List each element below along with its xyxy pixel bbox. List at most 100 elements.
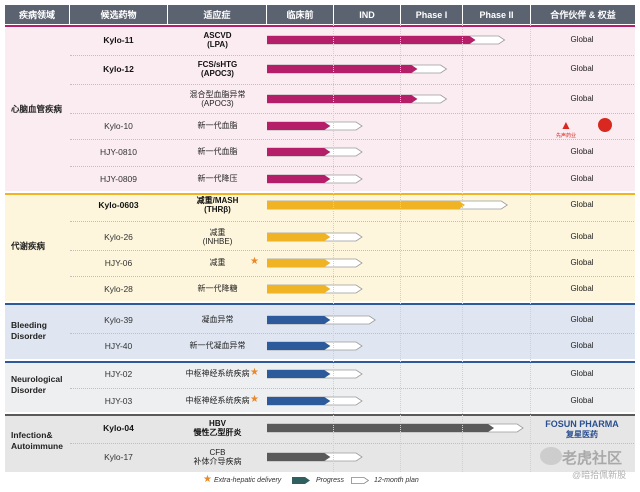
progress-arrow: [267, 259, 331, 267]
progress-bar: [267, 147, 363, 157]
china-flag-icon: [598, 118, 612, 132]
indication: 中枢神经系统疾病: [170, 396, 265, 406]
group-label: Neurological Disorder: [11, 374, 63, 395]
progress-bar: [267, 396, 363, 406]
group-label: Bleeding Disorder: [11, 320, 47, 341]
partner: Global: [570, 369, 594, 378]
progress-arrow: [267, 342, 331, 350]
candidate-name: Kylo-28: [104, 284, 133, 294]
legend-plan-label: 12-month plan: [374, 477, 419, 484]
progress-arrow: [267, 148, 331, 156]
extra-hepatic-star-icon: ★: [250, 256, 259, 267]
candidate-name: Kylo-17: [104, 452, 133, 462]
indication-line: 补体介导疾病: [193, 457, 242, 466]
candidate-name: Kylo-0603: [98, 200, 139, 210]
candidate-name: HJY-03: [104, 396, 133, 406]
progress-arrow: [267, 316, 331, 324]
indication: 中枢神经系统疾病: [170, 369, 265, 379]
indication: FCS/sHTG (APOC3): [170, 60, 265, 79]
partner: Global: [570, 147, 594, 156]
watermark-line1: 老虎社区: [562, 450, 623, 467]
indication-line: (APOC3): [201, 69, 234, 78]
progress-bar: [267, 452, 363, 462]
partner: Global: [570, 200, 594, 209]
row-separator: [70, 443, 634, 444]
progress-arrow: [267, 65, 418, 73]
indication: 减重/MASH (THRβ): [170, 196, 265, 215]
progress-arrow: [267, 36, 476, 44]
progress-bar: [267, 423, 524, 433]
phase-divider: [530, 24, 531, 472]
progress-arrow: [267, 95, 418, 103]
indication-line: FCS/sHTG: [197, 59, 238, 69]
progress-arrow: [267, 233, 331, 241]
legend-progress-label: Progress: [316, 477, 345, 484]
indication-line: 减重: [209, 258, 226, 268]
progress-arrow: [267, 424, 495, 432]
progress-arrow: [267, 370, 331, 378]
progress-bar: [267, 35, 506, 45]
indication-line: 混合型血脂异常: [189, 89, 246, 99]
candidate-name: Kylo-12: [103, 64, 134, 74]
indication-line: 新一代降压: [197, 174, 238, 184]
indication: ASCVD (LPA): [170, 31, 265, 50]
indication-line: 中枢神经系统疾病: [185, 396, 250, 406]
indication: 混合型血脂异常 (APOC3): [170, 90, 265, 109]
candidate-name: Kylo-04: [103, 423, 134, 433]
legend-star-label: Extra-hepatic delivery: [214, 477, 282, 484]
header-phase2: Phase II: [463, 5, 530, 24]
progress-arrow: [267, 397, 331, 405]
candidate-name: Kylo-39: [104, 315, 133, 325]
partner: ▲ 先声药业: [531, 118, 612, 139]
partner-logo-text: FOSUN PHARMA: [545, 419, 619, 429]
indication-line: 中枢神经系统疾病: [185, 369, 250, 379]
candidate-name: HJY-0810: [99, 147, 138, 157]
candidate-name: Kylo-11: [103, 35, 134, 45]
indication: 新一代血脂: [170, 147, 265, 157]
row-separator: [70, 221, 634, 222]
indication: 减重: [170, 258, 265, 268]
candidate-name: HJY-06: [104, 258, 133, 268]
candidate-name: HJY-02: [104, 369, 133, 379]
extra-hepatic-star-icon: ★: [250, 394, 259, 405]
progress-bar: [267, 258, 363, 268]
progress-bar: [267, 315, 376, 325]
partner: Global: [570, 64, 594, 73]
indication-line: (APOC3): [201, 99, 234, 108]
progress-arrow: [267, 285, 331, 293]
legend-star-icon: ★: [203, 474, 212, 485]
partner: Global: [570, 284, 594, 293]
progress-arrow: [267, 175, 331, 183]
indication: 新一代血脂: [170, 121, 265, 131]
progress-bar: [267, 284, 363, 294]
row-separator: [70, 166, 634, 167]
row-separator: [70, 250, 634, 251]
indication-line: 慢性乙型肝炎: [193, 428, 242, 437]
row-separator: [70, 333, 634, 334]
candidate-name: Kylo-26: [104, 232, 133, 242]
watermark-line2: @暗拾佩新股: [572, 470, 627, 480]
progress-bar: [267, 369, 363, 379]
header-ind: IND: [334, 5, 400, 24]
partner: Global: [570, 174, 594, 183]
progress-bar: [267, 200, 508, 210]
progress-bar: [267, 341, 363, 351]
phase-divider: [333, 24, 334, 472]
indication: CFB 补体介导疾病: [170, 448, 265, 467]
indication-line: (LPA): [207, 40, 228, 49]
indication-line: 新一代降糖: [197, 284, 238, 294]
indication: 新一代降糖: [170, 284, 265, 294]
partner: Global: [570, 341, 594, 350]
legend-progress-icon: [292, 477, 310, 484]
partner-logo-icon: ▲: [560, 118, 572, 132]
partner-logo-subtext: 复星医药: [566, 430, 598, 439]
partner: Global: [570, 35, 594, 44]
progress-bar: [267, 94, 448, 104]
header-partner: 合作伙伴 & 权益: [531, 5, 635, 24]
progress-bar: [267, 232, 363, 242]
header-indication: 适应症: [168, 5, 266, 24]
indication-line: 新一代凝血异常: [189, 341, 246, 351]
partner: Global: [570, 396, 594, 405]
partner: Global: [570, 258, 594, 267]
candidate-name: HJY-40: [104, 341, 133, 351]
